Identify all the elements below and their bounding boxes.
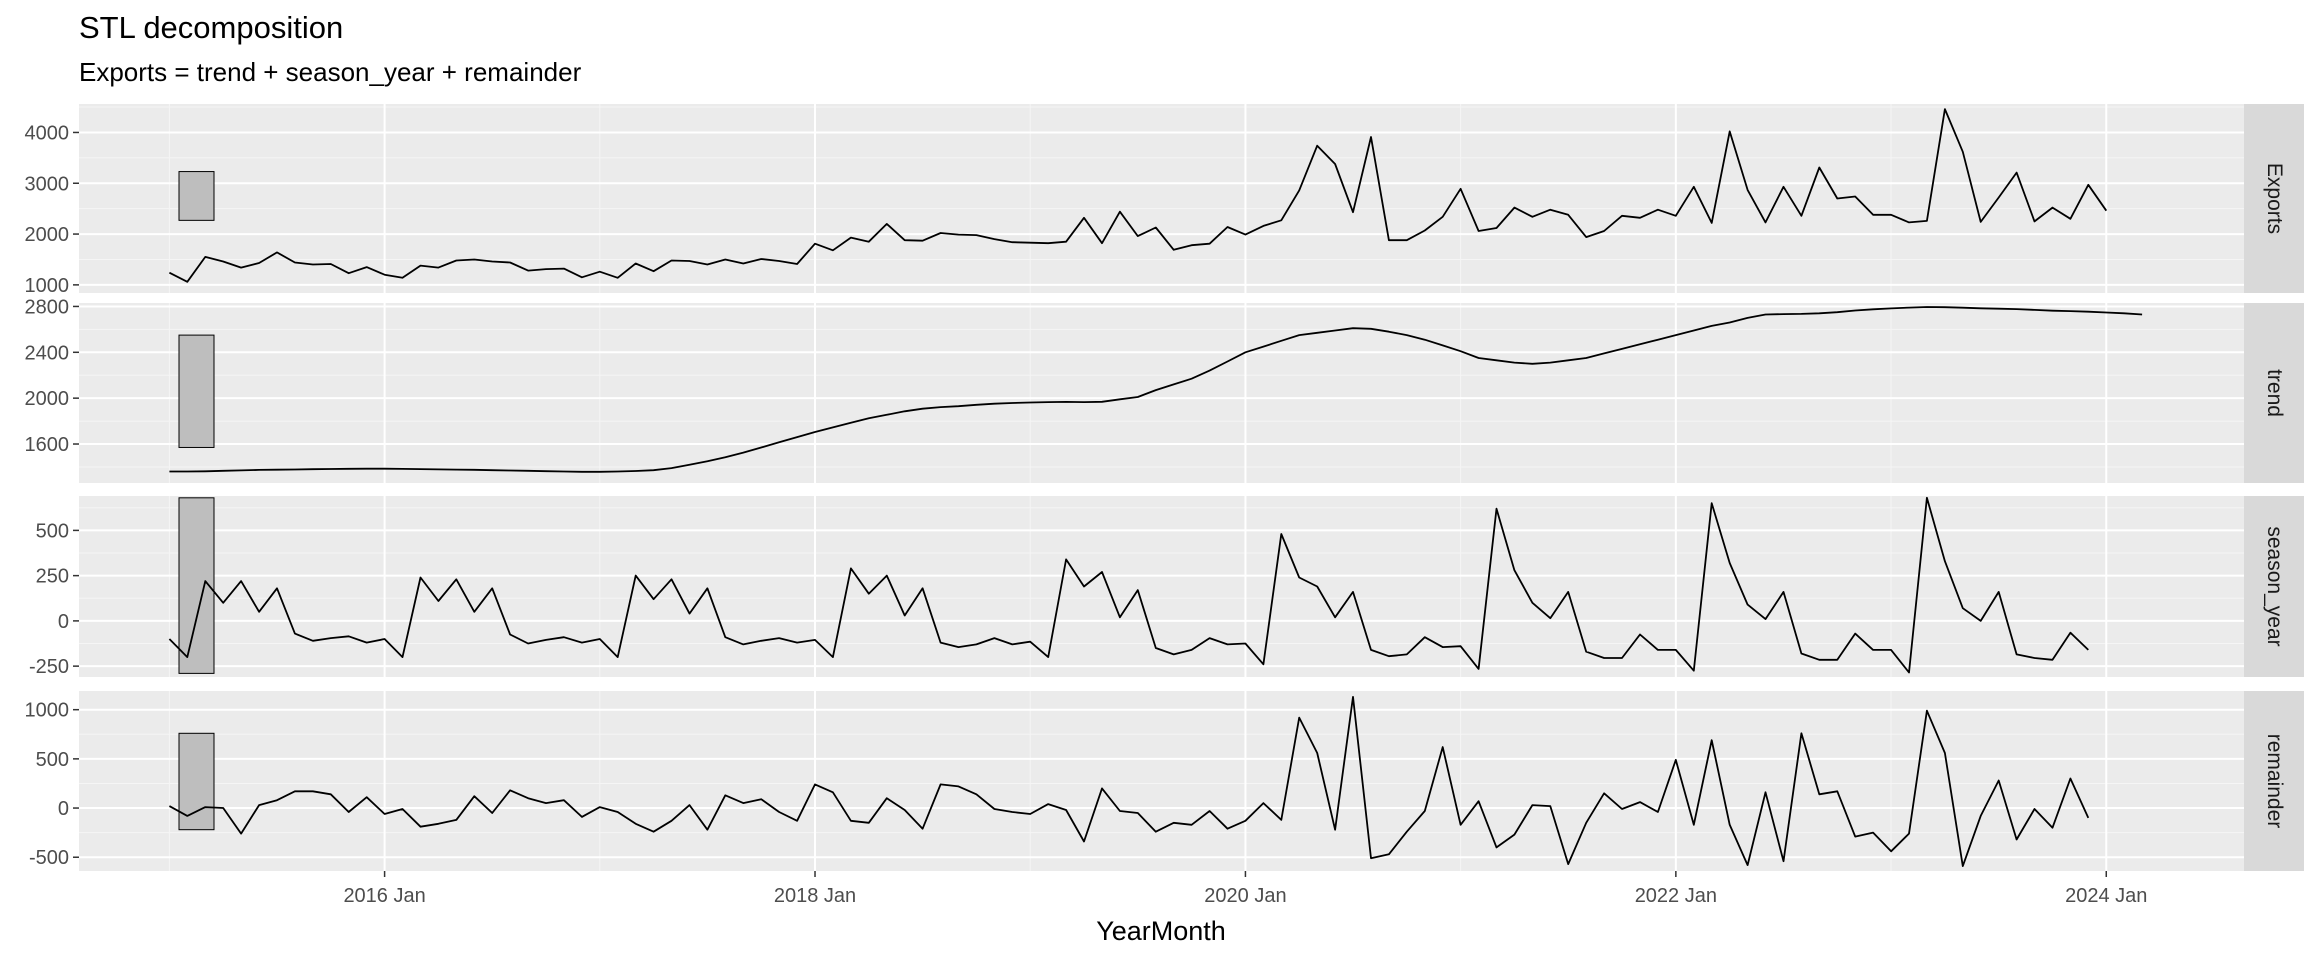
facet-strip [2244, 303, 2304, 483]
scale-range-bar [178, 171, 215, 221]
series-line-trend [169, 306, 2143, 473]
y-tick-label: 500 [36, 749, 69, 771]
y-tick-label: 2400 [25, 342, 70, 364]
panel-remainder: -500 0 500 1000 remainder [25, 691, 2304, 871]
x-tick-label: 2020 Jan [1204, 885, 1286, 907]
chart-title: STL decomposition [79, 10, 344, 45]
facet-strip [2244, 496, 2304, 677]
y-tick-label: 2800 [25, 296, 70, 318]
x-axis-label: YearMonth [1096, 916, 1226, 946]
x-tick-label: 2024 Jan [2065, 885, 2147, 907]
series-line-Exports [168, 108, 2108, 283]
chart-subtitle: Exports = trend + season_year + remainde… [79, 57, 582, 87]
y-tick-label: 0 [58, 611, 69, 633]
y-tick-label: 1000 [25, 700, 70, 722]
x-tick-label: 2022 Jan [1635, 885, 1717, 907]
y-tick-label: 2000 [25, 388, 70, 410]
x-tick-label: 2018 Jan [774, 885, 856, 907]
y-tick-label: 2000 [25, 224, 70, 246]
y-tick-label: -500 [29, 847, 69, 869]
panel-background [79, 691, 2244, 871]
panel-Exports: 1000 2000 3000 4000 Exports [25, 104, 2304, 297]
panel-background [79, 303, 2244, 483]
y-tick-label: 0 [58, 798, 69, 820]
y-tick-label: 3000 [25, 173, 70, 195]
facet-strip-label: Exports [2263, 163, 2286, 234]
facet-strip [2244, 104, 2304, 293]
y-tick-label: 1000 [25, 275, 70, 297]
chart-panels: 1000 2000 3000 4000 Exports 1600 2000 2400 2800 t… [25, 104, 2304, 871]
facet-strip-label: trend [2263, 369, 2286, 417]
y-tick-label: 500 [36, 520, 69, 542]
y-tick-label: -250 [29, 656, 69, 678]
facet-strip-label: remainder [2263, 734, 2286, 829]
facet-strip-label: season_year [2263, 526, 2286, 646]
panel-season-year: -250 0 250 500 season_year [29, 496, 2304, 678]
scale-range-bar [178, 334, 215, 448]
y-tick-label: 4000 [25, 122, 70, 144]
panel-background [79, 104, 2244, 293]
series-line-season-year [168, 496, 2089, 674]
x-tick-label: 2016 Jan [343, 885, 425, 907]
y-tick-label: 250 [36, 566, 69, 588]
series-line-remainder [168, 696, 2090, 867]
x-axis: 2016 Jan 2018 Jan 2020 Jan 2022 Jan 2024 Jan [343, 871, 2147, 907]
facet-strip [2244, 691, 2304, 871]
panel-background [79, 496, 2244, 677]
y-tick-label: 1600 [25, 434, 70, 456]
panel-trend: 1600 2000 2400 2800 trend [25, 296, 2304, 483]
